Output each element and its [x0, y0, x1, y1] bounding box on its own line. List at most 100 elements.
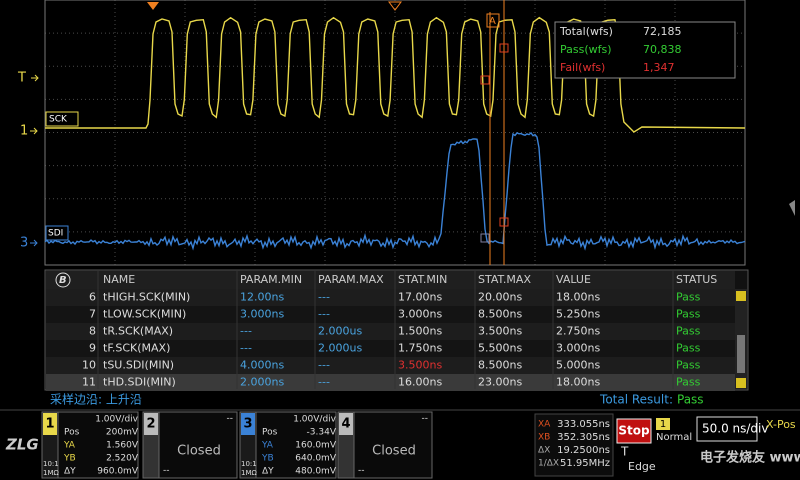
channel-panels: 1 1.00V/div Pos 200mV YA 1.560V YB 2.520V ΔY 960.…: [41, 411, 433, 479]
pos-value: -3.34V: [307, 428, 337, 438]
trigger-mode: Normal: [656, 432, 692, 443]
trigger-position-marker: [147, 2, 159, 10]
table-row[interactable]: [46, 357, 735, 374]
volts-per-div: 1.00V/div: [293, 415, 336, 425]
trigger-arrow: [31, 74, 39, 82]
table-cell: 12.00ns: [240, 291, 284, 304]
mask-stats-box: [554, 21, 736, 79]
center-marker: [388, 1, 402, 11]
table-row[interactable]: [46, 374, 735, 391]
table-cell: 8.500ns: [478, 308, 522, 321]
cursor-label: XB: [538, 433, 550, 443]
table-cell: 18.00ns: [556, 376, 600, 389]
table-cell: 3.000ns: [556, 342, 600, 355]
channel-badge[interactable]: [339, 413, 353, 435]
placeholder: --: [163, 466, 170, 476]
table-row[interactable]: [46, 289, 735, 306]
cursor-value: 51.95MHz: [560, 458, 610, 469]
pos-label: Pos: [64, 428, 80, 438]
stat-value: 1,347: [643, 61, 675, 74]
column-header: STAT.MAX: [478, 273, 531, 286]
row-index: 11: [82, 376, 96, 389]
trigger-source: 1: [660, 419, 666, 430]
run-state[interactable]: Stop: [618, 424, 650, 438]
yb-value: 2.520V: [106, 454, 139, 464]
channel-box[interactable]: [57, 411, 139, 479]
scroll-down[interactable]: [736, 378, 746, 388]
table-cell: 2.000us: [318, 342, 362, 355]
placeholder: --: [422, 414, 429, 424]
timebase[interactable]: 50.0 ns/div: [702, 422, 769, 436]
dy-label: ΔY: [262, 467, 274, 477]
channel-badge[interactable]: [144, 413, 158, 435]
mask-stats: Total(wfs) 72,185 Pass(wfs) 70,838 Fail(wfs)…: [559, 25, 682, 74]
table-cell: 5.250ns: [556, 308, 600, 321]
yb-value: 640.0mV: [295, 454, 337, 464]
channel-number[interactable]: 4: [341, 417, 350, 432]
ya-value: 160.0mV: [295, 441, 337, 451]
channel-badge[interactable]: [241, 413, 255, 435]
column-header: NAME: [103, 273, 135, 286]
channel-number[interactable]: 2: [146, 417, 155, 432]
probe-ratio: 10:1: [241, 460, 257, 468]
pos-value: 200mV: [106, 428, 139, 438]
timebase-box[interactable]: [696, 416, 758, 442]
run-stop-button[interactable]: [616, 418, 652, 444]
table-cell: ---: [318, 359, 330, 372]
table-cell: tSU.SDI(MIN): [103, 359, 174, 372]
cursor-tag-box: [486, 13, 500, 28]
ya-label: YA: [261, 441, 274, 451]
table-cell: tHIGH.SCK(MIN): [103, 291, 190, 304]
channel-number[interactable]: 1: [45, 417, 54, 432]
channel-box[interactable]: [353, 411, 433, 479]
table-row[interactable]: [46, 323, 735, 340]
cursor-values: XA 333.055ns XB 352.305ns ΔX 19.2500ns 1/ΔX 51.…: [538, 419, 610, 469]
watermark: 电子发烧友 www.elecfans.com: [700, 450, 800, 466]
filter-icon-label[interactable]: B: [59, 275, 67, 286]
scroll-up[interactable]: [736, 291, 746, 301]
table-cell: 5.500ns: [478, 342, 522, 355]
row-index: 10: [82, 359, 96, 372]
total-result: Pass: [677, 393, 704, 407]
dy-value: 960.0mV: [97, 467, 139, 477]
yb-label: YB: [63, 454, 76, 464]
table-cell: 3.500ns: [398, 359, 442, 372]
table-cell: Pass: [676, 325, 701, 338]
sck-waveform: [45, 16, 746, 133]
trigger-label: T: [620, 445, 629, 459]
table-row[interactable]: [46, 340, 735, 357]
cursor-point: [499, 217, 509, 227]
dy-value: 480.0mV: [295, 467, 337, 477]
cursor-value: 19.2500ns: [557, 445, 610, 456]
channel-box[interactable]: [158, 411, 238, 479]
column-header: VALUE: [556, 273, 591, 286]
column-header: STAT.MIN: [398, 273, 447, 286]
ch1-marker: 1: [20, 124, 28, 139]
channel-state: Closed: [372, 444, 416, 459]
channel-box[interactable]: [255, 411, 337, 479]
impedance: 1MΩ: [43, 469, 59, 477]
channel-number[interactable]: 3: [243, 417, 252, 432]
ch1-arrow: [30, 127, 38, 135]
table-cell: 23.00ns: [478, 376, 522, 389]
table-cell: 3.000ns: [398, 308, 442, 321]
row-index: 6: [89, 291, 96, 304]
table-cell: 17.00ns: [398, 291, 442, 304]
scroll-thumb[interactable]: [737, 335, 745, 373]
side-arrow: [789, 200, 795, 216]
trigger-level-label: T: [17, 71, 26, 86]
ch3-arrow: [30, 239, 38, 247]
sdi-waveform: [44, 131, 746, 251]
table-cell: Pass: [676, 291, 701, 304]
table-cell: 4.000ns: [240, 359, 284, 372]
trigger-type: Edge: [628, 460, 656, 473]
filter-icon[interactable]: [55, 272, 71, 288]
stat-label: Fail(wfs): [560, 61, 605, 74]
ya-value: 1.560V: [106, 441, 139, 451]
cursor-value: 333.055ns: [557, 419, 610, 430]
table-row[interactable]: [46, 306, 735, 323]
probe-ratio: 10:1: [43, 460, 59, 468]
channel-badge[interactable]: [43, 413, 57, 435]
